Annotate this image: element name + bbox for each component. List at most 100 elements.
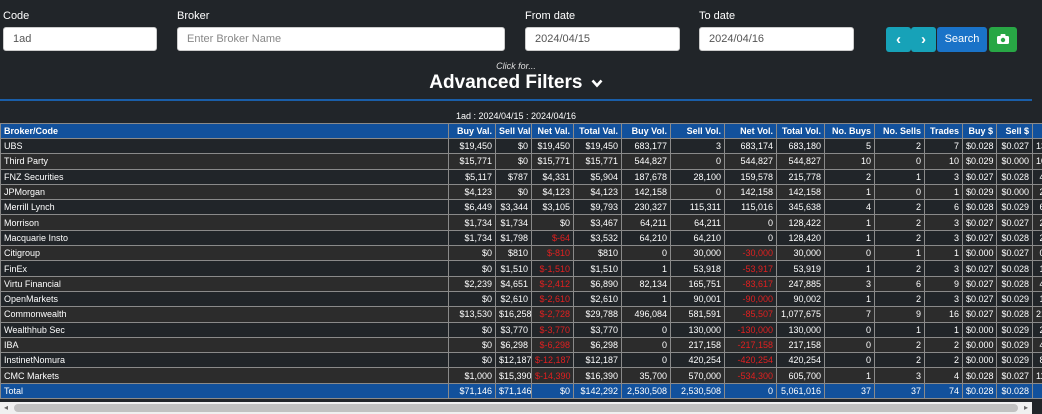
- table-cell: $13,530: [448, 306, 496, 323]
- date-range-label: 1ad : 2024/04/15 : 2024/04/16: [455, 111, 577, 121]
- table-cell: 544,827: [724, 153, 777, 170]
- column-header[interactable]: No. Buys: [824, 123, 875, 139]
- code-label: Code: [3, 10, 30, 22]
- table-cell: $15,771: [531, 153, 574, 170]
- column-header[interactable]: Rank: [1032, 123, 1042, 139]
- table-cell: $12,187: [573, 352, 622, 369]
- table-cell: $0.028: [962, 199, 997, 216]
- table-cell: 1: [924, 321, 963, 338]
- table-cell: $0.000: [962, 321, 997, 338]
- column-header[interactable]: Buy $: [962, 123, 997, 139]
- table-cell: 2: [874, 137, 925, 155]
- scroll-right-icon[interactable]: ▸: [1023, 403, 1028, 412]
- scrollbar-thumb[interactable]: [14, 404, 1018, 412]
- table-cell: $0.028: [996, 260, 1033, 277]
- table-cell: $0.000: [962, 336, 997, 354]
- table-cell: UBS: [0, 137, 449, 155]
- table-cell: $0.027: [962, 260, 997, 277]
- column-header[interactable]: Total Vol.: [776, 123, 825, 139]
- table-cell: $0.027: [962, 275, 997, 292]
- table-cell: 128,420: [776, 229, 825, 247]
- table-cell: $0.027: [962, 290, 997, 308]
- table-cell: FinEx: [0, 260, 449, 277]
- table-cell: 0: [621, 321, 671, 338]
- screenshot-button[interactable]: [989, 27, 1017, 52]
- total-cell: 37: [874, 382, 925, 400]
- table-cell: 53,918: [670, 260, 725, 277]
- table-cell: $0.028: [996, 275, 1033, 292]
- search-button[interactable]: Search: [937, 27, 987, 52]
- column-header[interactable]: Trades: [924, 123, 963, 139]
- total-cell: 0: [724, 382, 777, 400]
- broker-input[interactable]: Enter Broker Name: [177, 27, 505, 51]
- scroll-left-icon[interactable]: ◂: [3, 403, 8, 412]
- total-cell: Total: [0, 382, 449, 400]
- table-cell: 8.30%: [1032, 352, 1042, 369]
- column-header[interactable]: Sell $: [996, 123, 1033, 139]
- table-cell: -30,000: [724, 245, 777, 262]
- table-cell: 0.59%: [1032, 245, 1042, 262]
- column-header[interactable]: Broker/Code: [0, 123, 449, 139]
- code-input[interactable]: 1ad: [3, 27, 157, 51]
- advanced-filters-toggle[interactable]: Advanced Filters: [0, 72, 1032, 94]
- table-cell: 1: [924, 245, 963, 262]
- table-cell: $0.027: [996, 245, 1033, 262]
- table-cell: 142,158: [724, 183, 777, 201]
- table-cell: $16,258: [495, 306, 532, 323]
- total-cell: $0.028: [962, 382, 997, 400]
- column-header[interactable]: Net Val.: [531, 123, 574, 139]
- table-cell: $-14,390: [531, 367, 574, 384]
- table-cell: $2,239: [448, 275, 496, 292]
- table-cell: 1: [824, 260, 875, 277]
- table-cell: 142,158: [776, 183, 825, 201]
- column-header[interactable]: Sell Vol.: [670, 123, 725, 139]
- table-cell: 0: [621, 336, 671, 354]
- table-cell: $3,770: [573, 321, 622, 338]
- table-cell: 64,211: [621, 214, 671, 231]
- table-cell: 2: [874, 352, 925, 369]
- column-header[interactable]: Total Val.: [573, 123, 622, 139]
- table-cell: 1: [874, 321, 925, 338]
- next-date-button[interactable]: ›: [911, 27, 936, 52]
- total-cell: 37: [824, 382, 875, 400]
- table-cell: 0: [621, 245, 671, 262]
- table-row: Wealthhub Sec $0 $3,770 $-3,770 $3,770 0 130,0…: [0, 321, 1042, 338]
- from-date-input[interactable]: 2024/04/15: [525, 27, 680, 51]
- table-cell: 2: [874, 260, 925, 277]
- table-cell: -217,158: [724, 336, 777, 354]
- table-cell: 215,778: [776, 168, 825, 185]
- table-row: JPMorgan $4,123 $0 $4,123 $4,123 142,158 0 142,…: [0, 183, 1042, 201]
- table-cell: 30,000: [670, 245, 725, 262]
- table-cell: 142,158: [621, 183, 671, 201]
- column-header[interactable]: Net Vol.: [724, 123, 777, 139]
- column-header[interactable]: Buy Val.: [448, 123, 496, 139]
- table-cell: 4.29%: [1032, 336, 1042, 354]
- table-cell: $4,123: [531, 183, 574, 201]
- table-cell: 16: [924, 306, 963, 323]
- table-cell: $15,771: [573, 153, 622, 170]
- table-cell: $16,390: [573, 367, 622, 384]
- column-header[interactable]: Buy Vol.: [621, 123, 671, 139]
- table-cell: $0.027: [962, 306, 997, 323]
- prev-date-button[interactable]: ‹: [886, 27, 911, 52]
- table-cell: 187,678: [621, 168, 671, 185]
- table-cell: 3: [924, 229, 963, 247]
- to-date-input[interactable]: 2024/04/16: [699, 27, 854, 51]
- column-header[interactable]: Sell Val.: [495, 123, 532, 139]
- total-cell: 74: [924, 382, 963, 400]
- table-cell: 570,000: [670, 367, 725, 384]
- table-cell: 3: [824, 275, 875, 292]
- table-cell: 30,000: [776, 245, 825, 262]
- table-cell: $0: [448, 321, 496, 338]
- table-cell: 90,001: [670, 290, 725, 308]
- table-cell: Morrison: [0, 214, 449, 231]
- chevron-left-icon: ‹: [896, 31, 901, 48]
- table-cell: $4,123: [448, 183, 496, 201]
- table-cell: $0: [495, 183, 532, 201]
- column-header[interactable]: No. Sells: [874, 123, 925, 139]
- table-cell: 0: [670, 183, 725, 201]
- table-cell: 3: [924, 214, 963, 231]
- table-cell: -130,000: [724, 321, 777, 338]
- table-cell: 0: [874, 183, 925, 201]
- table-cell: 581,591: [670, 306, 725, 323]
